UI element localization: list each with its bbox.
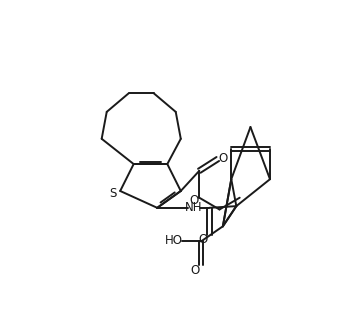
Text: HO: HO <box>164 234 183 247</box>
Text: S: S <box>109 187 117 200</box>
Text: O: O <box>199 233 208 246</box>
Text: NH: NH <box>185 201 202 214</box>
Text: O: O <box>190 264 199 277</box>
Text: O: O <box>218 153 227 165</box>
Text: O: O <box>189 194 198 207</box>
